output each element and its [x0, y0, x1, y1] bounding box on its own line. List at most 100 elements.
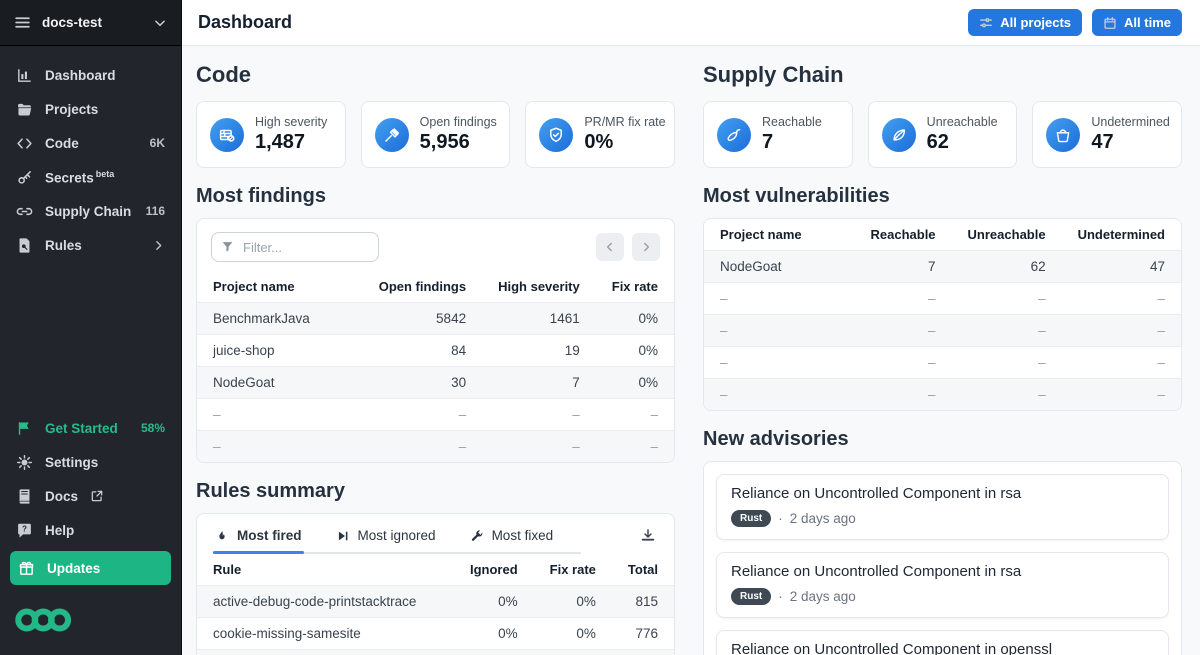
table-cell: –: [854, 314, 952, 347]
org-switcher[interactable]: docs-test: [0, 0, 181, 46]
advisory-title[interactable]: Reliance on Uncontrolled Component in op…: [731, 641, 1053, 655]
sidebar-item-docs[interactable]: Docs: [0, 479, 181, 513]
sidebar-item-help[interactable]: ? Help: [0, 513, 181, 547]
table-cell: 0%: [595, 334, 674, 367]
sidebar-item-rules[interactable]: Rules: [0, 228, 181, 262]
table-row-empty: – – – –: [704, 282, 1181, 315]
table-cell: 5842: [362, 302, 483, 335]
tab-most-ignored[interactable]: Most ignored: [334, 524, 438, 552]
language-badge: Rust: [731, 588, 772, 605]
stat-value: 0%: [584, 131, 614, 153]
rule-name-cell[interactable]: active-debug-code-printstacktrace: [197, 585, 454, 618]
open-findings-card[interactable]: Open findings 5,956: [360, 101, 511, 168]
column-header: Rule: [213, 562, 242, 577]
undetermined-card[interactable]: Undetermined 47: [1032, 101, 1183, 168]
project-name-cell[interactable]: NodeGoat: [197, 366, 363, 399]
all-projects-label: All projects: [1000, 15, 1072, 30]
table-row-empty: – – – –: [704, 378, 1181, 410]
advisory-card[interactable]: Reliance on Uncontrolled Component in op…: [716, 630, 1169, 655]
project-name-cell[interactable]: NodeGoat: [704, 250, 855, 283]
most-vulnerabilities-panel: Project name Reachable Unreachable Undet…: [703, 218, 1182, 411]
hammer-icon: [374, 117, 409, 152]
download-icon[interactable]: [638, 528, 658, 554]
sidebar-item-label: Get Started: [45, 420, 118, 436]
table-cell: –: [951, 282, 1062, 315]
column-header: Undetermined: [1077, 227, 1165, 242]
project-name-cell[interactable]: BenchmarkJava: [197, 302, 363, 335]
sidebar-nav: Dashboard Projects Code 6K Secrets beta: [0, 46, 181, 262]
stat-label: High severity: [255, 115, 328, 129]
table-header-row: Project name Open findings High severity…: [197, 271, 674, 303]
sidebar-item-label: Supply Chain: [45, 203, 132, 219]
leaf-icon: [881, 117, 916, 152]
project-name-cell[interactable]: juice-shop: [197, 334, 363, 367]
stat-value: 47: [1091, 131, 1114, 153]
reachable-card[interactable]: Reachable 7: [703, 101, 853, 168]
page-title: Dashboard: [198, 12, 293, 32]
advisory-card[interactable]: Reliance on Uncontrolled Component in rs…: [716, 552, 1169, 618]
table-cell: 30: [362, 366, 483, 399]
sidebar-item-settings[interactable]: Settings: [0, 445, 181, 479]
topbar: Dashboard All projects All time: [182, 0, 1200, 46]
advisory-time: 2 days ago: [789, 511, 856, 526]
table-cell: 62: [951, 250, 1062, 283]
menu-icon[interactable]: [14, 14, 31, 31]
rules-summary-panel: Most fired Most ignored Mo: [196, 513, 675, 655]
meta-separator: ·: [778, 589, 783, 604]
table-cell: 0%: [595, 366, 674, 399]
advisory-meta: Rust · 2 days ago: [731, 588, 1154, 605]
tab-most-fixed[interactable]: Most fixed: [468, 524, 556, 552]
all-projects-filter-button[interactable]: All projects: [968, 9, 1083, 36]
table-row[interactable]: NodeGoat 7 62 47: [704, 250, 1181, 283]
high-severity-card[interactable]: High severity 1,487: [196, 101, 346, 168]
advisory-title[interactable]: Reliance on Uncontrolled Component in rs…: [731, 563, 1022, 580]
sidebar-item-label: Dashboard: [45, 67, 116, 83]
sidebar-item-label: Secrets beta: [45, 168, 115, 186]
sidebar-item-code[interactable]: Code 6K: [0, 126, 181, 160]
code-stat-cards: High severity 1,487 Open findings 5,956: [196, 101, 676, 168]
supply-chain-stat-cards: Reachable 7 Unreachable 62: [703, 101, 1183, 168]
external-link-icon: [90, 489, 104, 503]
sidebar-item-label: Updates: [47, 560, 101, 576]
next-page-button[interactable]: [632, 233, 660, 261]
advisory-title[interactable]: Reliance on Uncontrolled Component in rs…: [731, 485, 1022, 502]
sidebar-item-supply-chain[interactable]: Supply Chain 116: [0, 194, 181, 228]
findings-filter-input[interactable]: [211, 232, 379, 262]
table-row[interactable]: active-debug-code-printstacktrace 0% 0% …: [197, 585, 674, 618]
language-badge: Rust: [731, 510, 772, 527]
sidebar-item-updates[interactable]: Updates: [10, 551, 171, 585]
table-row[interactable]: juice-shop 84 19 0%: [197, 334, 674, 367]
table-row[interactable]: no-direct-response-writer 0% 0% 497: [197, 649, 674, 655]
new-advisories-title: New advisories: [703, 428, 849, 450]
table-row[interactable]: cookie-missing-samesite 0% 0% 776: [197, 617, 674, 650]
table-row[interactable]: NodeGoat 30 7 0%: [197, 366, 674, 399]
table-cell: –: [1061, 314, 1181, 347]
fix-rate-card[interactable]: PR/MR fix rate 0%: [525, 101, 676, 168]
book-icon: [16, 488, 33, 505]
sidebar-item-secrets[interactable]: Secrets beta: [0, 160, 181, 194]
sidebar-item-dashboard[interactable]: Dashboard: [0, 58, 181, 92]
table-row-empty: – – – –: [197, 430, 674, 462]
all-time-filter-button[interactable]: All time: [1092, 9, 1182, 36]
unreachable-card[interactable]: Unreachable 62: [867, 101, 1018, 168]
semgrep-logo: [0, 595, 181, 655]
severity-icon: [210, 117, 244, 152]
table-cell: –: [704, 346, 855, 379]
chevron-right-icon: [152, 239, 165, 252]
rule-name-cell[interactable]: no-direct-response-writer: [197, 649, 454, 655]
tab-label: Most fixed: [491, 528, 554, 543]
table-cell: 0%: [453, 649, 534, 655]
new-advisories-panel: Reliance on Uncontrolled Component in rs…: [703, 461, 1182, 655]
meta-separator: ·: [778, 511, 783, 526]
table-row[interactable]: BenchmarkJava 5842 1461 0%: [197, 302, 674, 335]
advisory-card[interactable]: Reliance on Uncontrolled Component in rs…: [716, 474, 1169, 540]
rule-name-cell[interactable]: cookie-missing-samesite: [197, 617, 454, 650]
table-cell: –: [595, 430, 674, 462]
table-cell: –: [854, 282, 952, 315]
sidebar-item-get-started[interactable]: Get Started 58%: [0, 411, 181, 445]
sidebar-item-projects[interactable]: Projects: [0, 92, 181, 126]
prev-page-button[interactable]: [596, 233, 624, 261]
table-cell: –: [482, 398, 596, 431]
tab-most-fired[interactable]: Most fired: [213, 524, 304, 554]
sidebar-item-label: Docs: [45, 488, 79, 504]
